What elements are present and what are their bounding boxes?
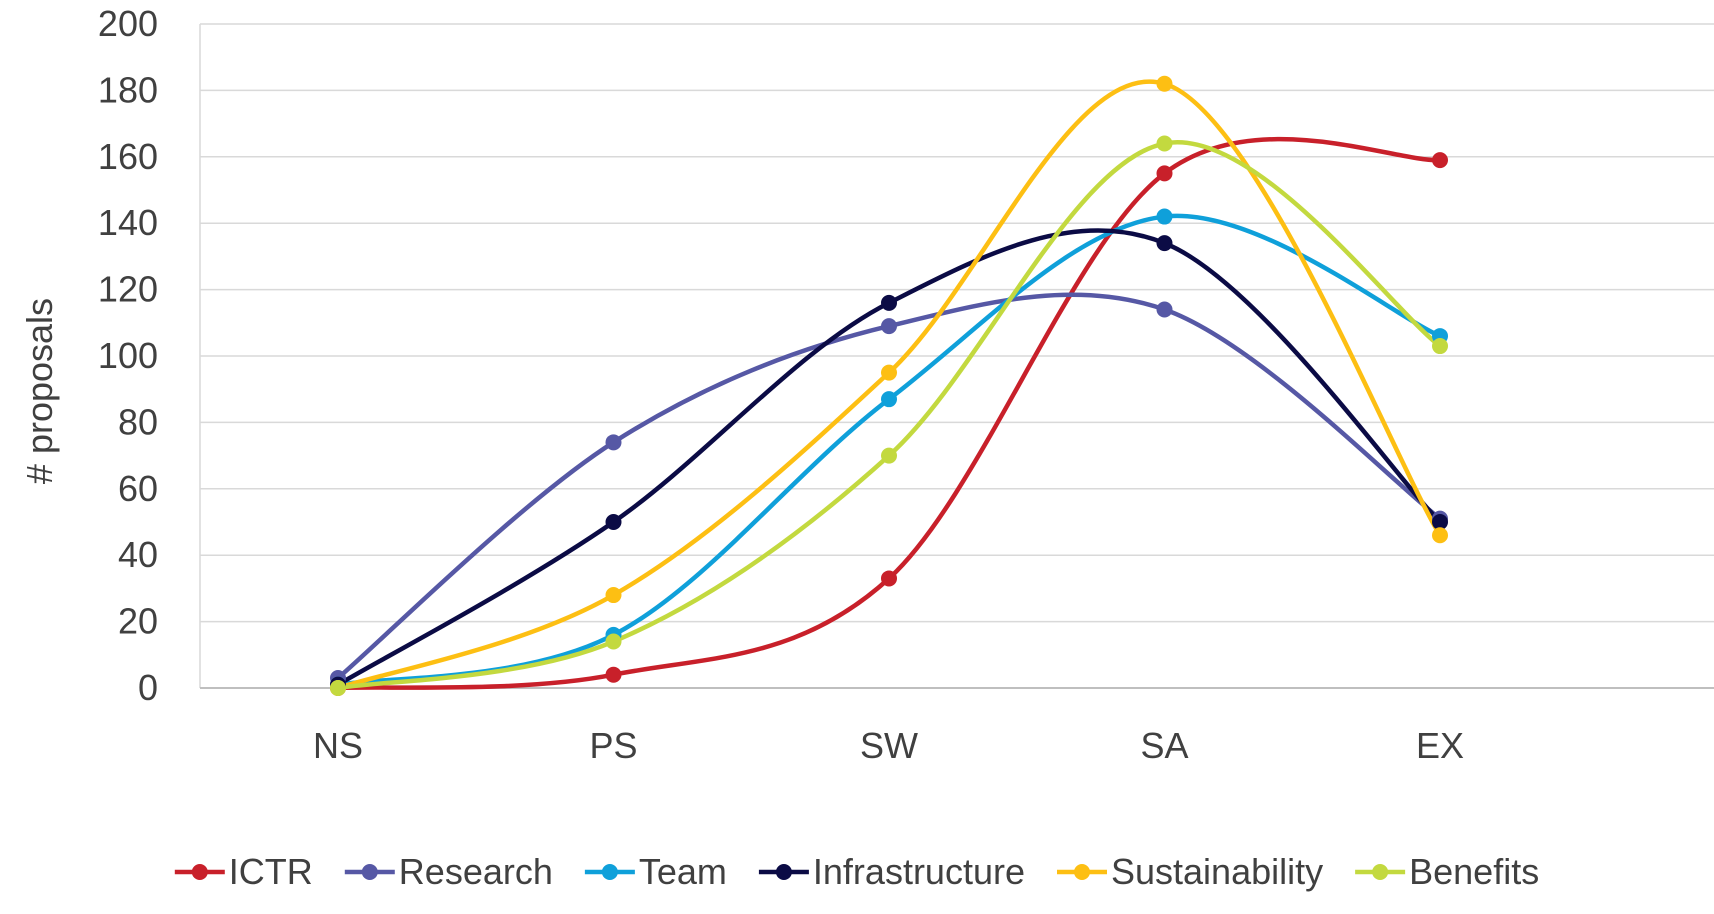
data-point-benefits — [330, 680, 346, 696]
y-tick-label: 20 — [118, 601, 158, 642]
data-point-research — [605, 434, 622, 451]
legend-item-benefits: Benefits — [1355, 851, 1539, 892]
x-tick-label: NS — [313, 725, 363, 766]
series-line-ictr — [335, 136, 1443, 691]
y-axis-ticks: 0 20 40 60 80 100 120 140 160 180 200 — [98, 3, 158, 708]
y-tick-label: 80 — [118, 401, 158, 442]
data-point-ictr — [1432, 152, 1448, 169]
data-point-ictr — [881, 570, 897, 587]
series-line-benefits — [335, 140, 1443, 691]
series-line-sustainability — [335, 79, 1443, 691]
y-tick-label: 0 — [138, 667, 158, 708]
data-point-infrastructure — [1156, 235, 1173, 252]
legend-marker-swatch — [1074, 864, 1090, 880]
x-tick-label: SW — [860, 725, 918, 766]
data-point-sustainability — [881, 364, 897, 381]
legend-item-team: Team — [584, 851, 727, 892]
legend-label: Sustainability — [1111, 851, 1323, 892]
legend-marker-swatch — [601, 864, 618, 880]
y-tick-label: 140 — [98, 202, 158, 243]
legend-label: ICTR — [229, 851, 313, 892]
data-point-benefits — [605, 633, 622, 650]
legend-marker-swatch — [361, 864, 378, 880]
legend-label: Team — [639, 851, 727, 892]
legend-marker-swatch — [191, 864, 208, 880]
x-tick-label: PS — [589, 725, 637, 766]
y-tick-label: 60 — [118, 468, 158, 509]
legend-item-research: Research — [344, 851, 553, 892]
data-point-team — [1156, 208, 1173, 225]
data-point-sustainability — [1432, 527, 1448, 544]
y-tick-label: 160 — [98, 136, 158, 177]
y-axis-title: # proposals — [19, 298, 60, 484]
legend-label: Research — [399, 851, 553, 892]
legend-label: Benefits — [1409, 851, 1539, 892]
x-tick-label: EX — [1416, 725, 1464, 766]
legend-item-ictr: ICTR — [174, 851, 313, 892]
series-lines — [335, 79, 1443, 691]
y-tick-label: 200 — [98, 3, 158, 44]
data-point-benefits — [1156, 135, 1173, 152]
y-tick-label: 100 — [98, 335, 158, 376]
data-point-ictr — [605, 666, 622, 683]
data-point-infrastructure — [1432, 514, 1448, 530]
data-point-infrastructure — [605, 514, 622, 530]
legend-item-sustainability: Sustainability — [1057, 851, 1323, 892]
series-markers — [330, 75, 1448, 696]
data-point-ictr — [1156, 165, 1173, 182]
y-tick-label: 120 — [98, 269, 158, 310]
data-point-infrastructure — [881, 294, 897, 311]
legend-marker-swatch — [775, 864, 792, 880]
y-tick-label: 180 — [98, 69, 158, 110]
data-point-research — [1156, 301, 1173, 318]
legend-item-infrastructure: Infrastructure — [758, 851, 1025, 892]
data-point-sustainability — [605, 587, 622, 604]
data-point-benefits — [881, 447, 897, 464]
data-point-team — [881, 391, 897, 408]
series-line-research — [335, 292, 1443, 681]
x-tick-label: SA — [1140, 725, 1188, 766]
legend-marker-swatch — [1372, 864, 1389, 880]
legend-label: Infrastructure — [813, 851, 1025, 892]
gridlines — [199, 23, 1714, 689]
x-axis-ticks: NS PS SW SA EX — [313, 725, 1464, 766]
y-tick-label: 40 — [118, 534, 158, 575]
data-point-benefits — [1432, 338, 1448, 355]
data-point-research — [881, 318, 897, 335]
legend: ICTR Research Team Infrastructure Sustainabi… — [174, 851, 1539, 892]
data-point-sustainability — [1156, 75, 1173, 92]
